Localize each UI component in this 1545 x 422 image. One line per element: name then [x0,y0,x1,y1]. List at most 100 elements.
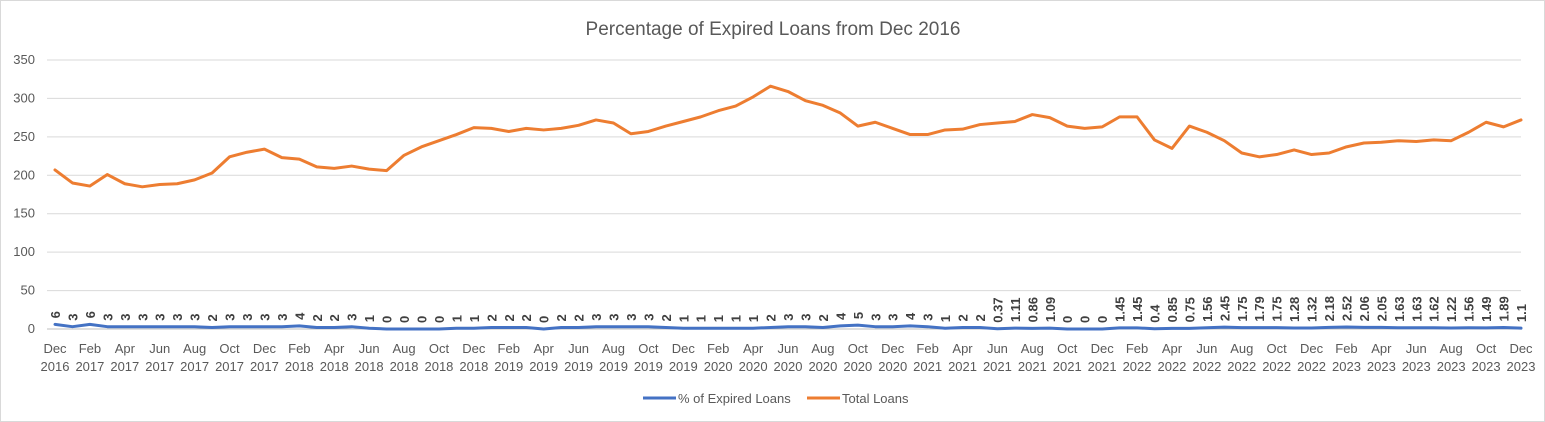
x-tick-label: Dec 2020 [878,341,907,374]
data-label: 1.11 [1008,298,1023,323]
data-label: 2 [502,314,517,321]
data-label: 1.32 [1305,297,1320,322]
x-tick-label: Aug 2019 [599,341,628,374]
data-label: 0 [1078,316,1093,323]
data-label: 1 [746,315,761,322]
data-label: 3 [781,313,796,320]
data-label: 0.75 [1182,297,1197,322]
data-label: 1 [449,315,464,322]
x-tick-label: Oct 2020 [843,341,872,374]
x-tick-label: Apr 2022 [1157,341,1186,374]
x-tick-label: Jun 2020 [774,341,803,374]
data-label: 1.89 [1497,296,1512,321]
data-label: 3 [170,313,185,320]
legend-item: % of Expired Loans [643,391,791,406]
x-tick-label: Jun 2017 [145,341,174,374]
x-tick-label: Dec 2021 [1088,341,1117,374]
data-label: 2 [519,314,534,321]
legend-item: Total Loans [807,391,909,406]
data-label: 0.4 [1148,304,1163,323]
data-label: 3 [798,313,813,320]
y-tick-label: 150 [13,206,35,221]
data-label: 1.22 [1444,297,1459,322]
data-label: 0 [380,316,395,323]
data-label: 1.1 [1514,304,1529,322]
series-line-expired-pct [53,322,1523,331]
data-label: 3 [921,313,936,320]
data-label: 0.85 [1165,297,1180,322]
data-label: 1.28 [1287,297,1302,322]
data-label: 2 [816,314,831,321]
x-tick-label: Oct 2017 [215,341,244,374]
data-label: 0 [432,316,447,323]
x-tick-label: Aug 2021 [1018,341,1047,374]
y-tick-label: 100 [13,244,35,259]
data-label: 2 [554,314,569,321]
x-tick-label: Feb 2023 [1332,341,1361,374]
y-tick-label: 350 [13,52,35,67]
x-tick-label: Oct 2023 [1472,341,1501,374]
x-tick-label: Dec 2018 [459,341,488,374]
data-label: 2 [572,314,587,321]
y-tick-label: 250 [13,129,35,144]
x-tick-label: Aug 2017 [180,341,209,374]
series-line-total-loans [53,84,1523,189]
data-label: 2.06 [1357,296,1372,321]
data-label: 1 [729,315,744,322]
data-label: 3 [886,313,901,320]
legend: % of Expired Loans Total Loans [643,391,909,406]
data-label: 1 [676,315,691,322]
data-label: 3 [257,313,272,320]
x-tick-label: Feb 2020 [704,341,733,374]
x-tick-label: Apr 2019 [529,341,558,374]
x-tick-label: Apr 2018 [320,341,349,374]
x-tick-label: Jun 2021 [983,341,1012,374]
data-label: 2 [764,314,779,321]
data-label: 6 [83,311,98,318]
data-label: 3 [275,313,290,320]
legend-label: Total Loans [842,391,909,406]
series-layer [53,84,1523,331]
data-label: 0 [1095,316,1110,323]
data-label: 3 [589,313,604,320]
x-tick-label: Dec 2023 [1507,341,1536,374]
x-tick-label: Oct 2022 [1262,341,1291,374]
legend-label: % of Expired Loans [678,391,791,406]
x-tick-label: Dec 2022 [1297,341,1326,374]
data-label: 2 [484,314,499,321]
x-tick-label: Jun 2018 [355,341,384,374]
data-label: 1 [938,315,953,322]
data-label: 3 [624,313,639,320]
data-label: 1.45 [1113,297,1128,322]
data-label: 2.52 [1339,296,1354,321]
data-label: 3 [100,313,115,320]
data-label: 0 [397,316,412,323]
data-label: 2 [659,314,674,321]
data-label: 1 [362,315,377,322]
x-tick-label: Jun 2022 [1192,341,1221,374]
y-tick-label: 50 [21,283,35,298]
data-label: 1 [467,315,482,322]
chart-title: Percentage of Expired Loans from Dec 201… [586,19,961,40]
data-label: 4 [292,312,307,320]
data-label: 2.45 [1217,296,1232,321]
data-label: 0 [537,316,552,323]
data-label: 0.37 [990,297,1005,322]
data-label: 2 [973,314,988,321]
x-tick-label: Aug 2022 [1227,341,1256,374]
data-label: 1.56 [1200,296,1215,321]
x-tick-label: Aug 2023 [1437,341,1466,374]
data-label: 1 [711,315,726,322]
data-label: 2 [327,314,342,321]
data-label: 3 [345,313,360,320]
x-tick-label: Apr 2021 [948,341,977,374]
y-axis: 0 50 100 150 200 250 300 350 [13,52,35,336]
x-tick-label: Apr 2020 [739,341,768,374]
x-tick-label: Jun 2019 [564,341,593,374]
data-label: 3 [118,313,133,320]
x-tick-label: Aug 2020 [808,341,837,374]
x-tick-label: Aug 2018 [390,341,419,374]
data-label: 1.63 [1409,296,1424,321]
